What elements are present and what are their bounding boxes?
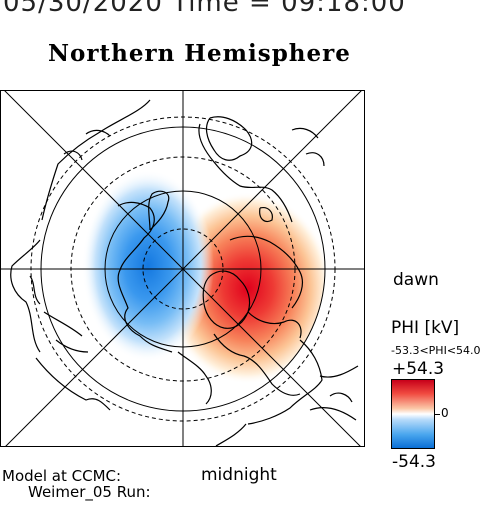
potential-cells bbox=[82, 170, 325, 384]
colorbar-zero-tick bbox=[435, 414, 440, 415]
date-time-title: 05/30/2020 Time = 09:18:00 bbox=[3, 0, 406, 18]
colorbar-min-label: -54.3 bbox=[392, 452, 436, 472]
negative-potential-cell bbox=[82, 170, 214, 362]
colorbar-title: PHI [kV] bbox=[391, 318, 460, 338]
dawn-label: dawn bbox=[393, 270, 439, 290]
colorbar-zero-label: 0 bbox=[441, 406, 449, 420]
run-label: Weimer_05 Run: bbox=[28, 483, 151, 501]
model-label: Model at CCMC: bbox=[2, 467, 122, 485]
colorbar bbox=[391, 379, 435, 449]
coastlines bbox=[10, 99, 359, 447]
meridian-diag-2 bbox=[4, 91, 362, 447]
polar-potential-map bbox=[0, 90, 365, 447]
colorbar-max-label: +54.3 bbox=[392, 359, 445, 379]
hemisphere-title: Northern Hemisphere bbox=[48, 40, 351, 67]
midnight-label: midnight bbox=[201, 465, 277, 485]
colorbar-range: -53.3<PHI<54.0 bbox=[391, 344, 481, 357]
